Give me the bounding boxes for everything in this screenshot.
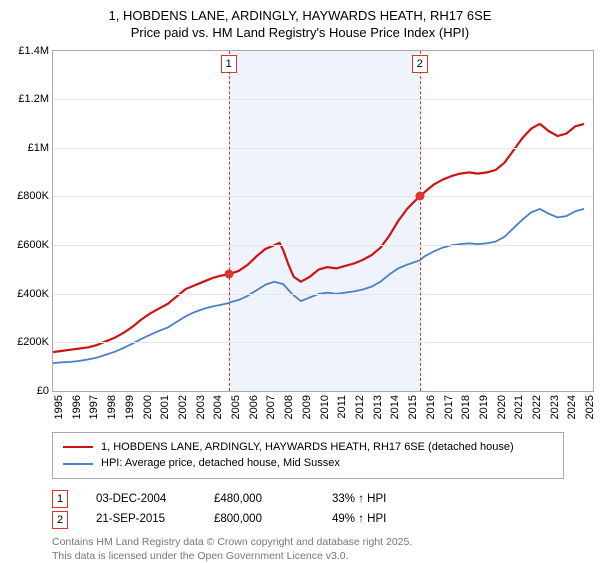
- x-axis-label: 1996: [71, 395, 83, 419]
- gridline: [53, 294, 593, 295]
- x-axis-label: 2007: [265, 395, 277, 419]
- y-axis-label: £1M: [28, 142, 49, 154]
- legend: 1, HOBDENS LANE, ARDINGLY, HAYWARDS HEAT…: [52, 432, 564, 479]
- event-price: £800,000: [214, 509, 304, 530]
- legend-row: 1, HOBDENS LANE, ARDINGLY, HAYWARDS HEAT…: [63, 439, 553, 456]
- event-dot: [224, 270, 233, 279]
- x-axis-label: 2025: [584, 395, 596, 419]
- event-delta: 33% ↑ HPI: [332, 489, 422, 510]
- legend-swatch: [63, 446, 93, 448]
- event-marker-box: 1: [221, 55, 237, 73]
- x-axis-label: 2008: [283, 395, 295, 419]
- events-table-row: 1 03-DEC-2004 £480,000 33% ↑ HPI: [52, 489, 586, 510]
- x-axis-label: 2014: [389, 395, 401, 419]
- event-num: 1: [52, 490, 68, 508]
- x-axis-label: 2009: [301, 395, 313, 419]
- x-axis-label: 1998: [106, 395, 118, 419]
- chart-title-line1: 1, HOBDENS LANE, ARDINGLY, HAYWARDS HEAT…: [14, 8, 586, 25]
- legend-swatch: [63, 463, 93, 465]
- gridline: [53, 148, 593, 149]
- events-table: 1 03-DEC-2004 £480,000 33% ↑ HPI 2 21-SEP-201…: [52, 489, 586, 530]
- event-marker-box: 2: [412, 55, 428, 73]
- event-price: £480,000: [214, 489, 304, 510]
- x-axis-label: 1995: [53, 395, 65, 419]
- gridline: [53, 342, 593, 343]
- event-dot: [415, 192, 424, 201]
- gridline: [53, 245, 593, 246]
- x-axis-label: 2020: [496, 395, 508, 419]
- x-axis-label: 2003: [195, 395, 207, 419]
- x-axis-label: 2021: [513, 395, 525, 419]
- x-axis-label: 2011: [336, 395, 348, 419]
- chart-title-line2: Price paid vs. HM Land Registry's House …: [14, 25, 586, 42]
- gridline: [53, 99, 593, 100]
- event-delta: 49% ↑ HPI: [332, 509, 422, 530]
- events-table-row: 2 21-SEP-2015 £800,000 49% ↑ HPI: [52, 509, 586, 530]
- footnote-line2: This data is licensed under the Open Gov…: [52, 550, 586, 563]
- line-series-svg: [53, 51, 593, 391]
- x-axis-label: 2012: [354, 395, 366, 419]
- legend-row: HPI: Average price, detached house, Mid …: [63, 455, 553, 472]
- y-axis-label: £1.2M: [18, 93, 49, 105]
- plot-area: £0£200K£400K£600K£800K£1M£1.2M£1.4M19951…: [52, 50, 594, 392]
- y-axis-label: £200K: [17, 336, 49, 348]
- event-num: 2: [52, 511, 68, 529]
- x-axis-label: 2006: [248, 395, 260, 419]
- y-axis-label: £400K: [17, 288, 49, 300]
- x-axis-label: 1997: [88, 395, 100, 419]
- series-property: [53, 124, 584, 352]
- x-axis-label: 2010: [319, 395, 331, 419]
- x-axis-label: 2017: [443, 395, 455, 419]
- x-axis-label: 2015: [407, 395, 419, 419]
- event-date: 03-DEC-2004: [96, 489, 186, 510]
- legend-label: 1, HOBDENS LANE, ARDINGLY, HAYWARDS HEAT…: [101, 439, 514, 456]
- x-axis-label: 2016: [425, 395, 437, 419]
- x-axis-label: 2023: [549, 395, 561, 419]
- x-axis-label: 2002: [177, 395, 189, 419]
- y-axis-label: £1.4M: [18, 45, 49, 57]
- y-axis-label: £600K: [17, 239, 49, 251]
- x-axis-label: 2024: [566, 395, 578, 419]
- x-axis-label: 2019: [478, 395, 490, 419]
- x-axis-label: 2004: [212, 395, 224, 419]
- x-axis-label: 2013: [372, 395, 384, 419]
- series-hpi: [53, 209, 584, 363]
- legend-label: HPI: Average price, detached house, Mid …: [101, 455, 340, 472]
- footnote-line1: Contains HM Land Registry data © Crown c…: [52, 536, 586, 550]
- x-axis-label: 2022: [531, 395, 543, 419]
- y-axis-label: £0: [37, 385, 49, 397]
- y-axis-label: £800K: [17, 190, 49, 202]
- x-axis-label: 2000: [142, 395, 154, 419]
- event-line: [229, 51, 230, 391]
- x-axis-label: 2005: [230, 395, 242, 419]
- x-axis-label: 1999: [124, 395, 136, 419]
- x-axis-label: 2001: [159, 395, 171, 419]
- x-axis-label: 2018: [460, 395, 472, 419]
- footnote: Contains HM Land Registry data © Crown c…: [52, 536, 586, 563]
- event-date: 21-SEP-2015: [96, 509, 186, 530]
- chart-container: 1, HOBDENS LANE, ARDINGLY, HAYWARDS HEAT…: [0, 0, 600, 563]
- event-line: [420, 51, 421, 391]
- gridline: [53, 196, 593, 197]
